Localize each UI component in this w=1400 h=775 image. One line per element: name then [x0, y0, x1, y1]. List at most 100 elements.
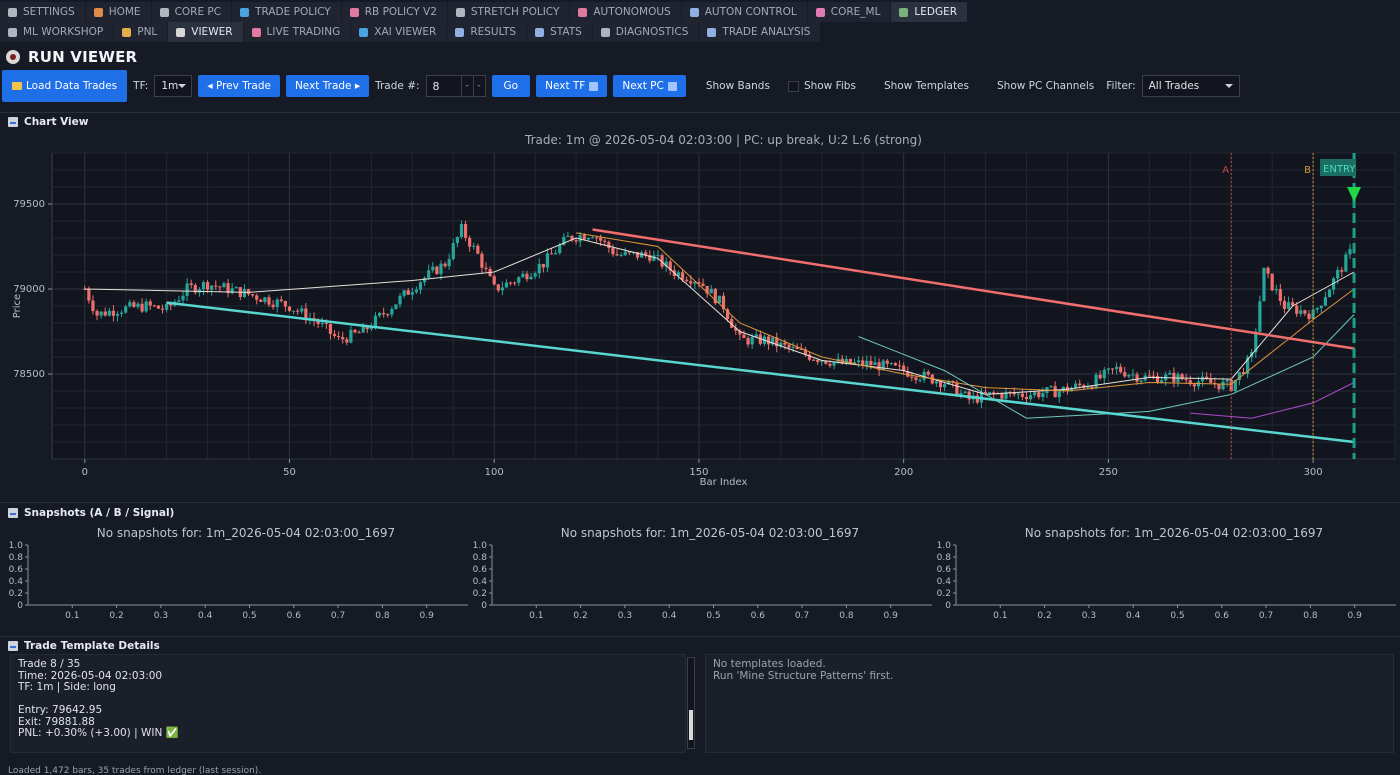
moneybag-icon: [122, 27, 132, 37]
candle: [1160, 380, 1164, 384]
tab-ml-workshop[interactable]: ML WORKSHOP: [0, 22, 115, 42]
page-header: RUN VIEWER: [6, 48, 137, 66]
tab-trade-analysis[interactable]: TRADE ANALYSIS: [699, 22, 822, 42]
show-pc-channels-label: Show PC Channels: [997, 80, 1095, 92]
tab-viewer[interactable]: VIEWER: [168, 22, 244, 42]
candle: [484, 267, 488, 269]
tab-core-pc[interactable]: CORE PC: [151, 2, 233, 22]
x-tick-label: 300: [1304, 467, 1323, 478]
tab-results[interactable]: RESULTS: [447, 22, 528, 42]
tab-label: AUTON CONTROL: [704, 6, 797, 18]
next-tf-button[interactable]: Next TF: [536, 75, 608, 97]
timeframe-select[interactable]: 1m: [154, 75, 193, 97]
tab-trade-policy[interactable]: TRADE POLICY: [232, 2, 342, 22]
candle: [717, 295, 722, 304]
trade-number-spinbox[interactable]: 8 - -: [425, 75, 486, 97]
fast-forward-icon: [589, 81, 599, 91]
candle: [435, 266, 439, 275]
candle: [627, 251, 631, 253]
tab-ledger[interactable]: LEDGER: [891, 2, 969, 22]
show-bands-toggle[interactable]: Show Bands: [700, 80, 776, 92]
tab-rb-policy-v2[interactable]: RB POLICY V2: [341, 2, 448, 22]
candle: [1098, 374, 1102, 379]
snapshot-y-tick-label: 0.4: [9, 577, 24, 587]
tab-diagnostics[interactable]: DIAGNOSTICS: [592, 22, 700, 42]
trade-details-text[interactable]: Trade 8 / 35 Time: 2026-05-04 02:03:00 T…: [10, 654, 686, 753]
candle: [558, 244, 562, 254]
next-trade-button[interactable]: Next Trade ▸: [285, 75, 370, 97]
tab-label: PNL: [137, 26, 158, 38]
candle: [349, 329, 353, 343]
checkbox-icon[interactable]: [787, 80, 799, 92]
candle: [447, 259, 451, 267]
candle: [279, 299, 283, 302]
scrollbar-thumb[interactable]: [689, 710, 693, 740]
snapshot-x-tick-label: 0.6: [1215, 611, 1230, 621]
candle: [1315, 308, 1319, 310]
show-templates-toggle[interactable]: Show Templates: [878, 80, 975, 92]
tab-label: HOME: [108, 6, 141, 18]
filter-select[interactable]: All Trades: [1141, 75, 1240, 97]
candle: [742, 334, 746, 339]
tab-pnl[interactable]: PNL: [114, 22, 169, 42]
show-templates-label: Show Templates: [883, 80, 969, 92]
candle: [689, 281, 693, 284]
trade-details-scrollbar[interactable]: [687, 657, 695, 749]
price-chart[interactable]: 0 50 100 150 200 250 300 78500 79000 79500 Trade: …: [0, 113, 1400, 495]
snapshot-x-tick-label: 0.4: [198, 611, 213, 621]
candle: [570, 235, 574, 241]
candle: [656, 255, 660, 257]
spin-down-icon[interactable]: -: [460, 76, 473, 96]
tab-settings[interactable]: SETTINGS: [0, 2, 86, 22]
snapshot-x-tick-label: 0.1: [993, 611, 1007, 621]
candle: [697, 282, 701, 284]
tab-stretch-policy[interactable]: STRETCH POLICY: [447, 2, 571, 22]
show-fibs-checkbox[interactable]: Show Fibs: [782, 80, 862, 92]
candle: [504, 282, 509, 288]
candle: [918, 379, 922, 381]
show-pc-channels-toggle[interactable]: Show PC Channels: [991, 80, 1100, 92]
load-data-trades-button[interactable]: Load Data Trades: [2, 70, 128, 102]
candle: [1086, 386, 1090, 388]
tab-home[interactable]: HOME: [85, 2, 152, 22]
flask-icon: [600, 27, 610, 37]
snapshot-y-tick-label: 0.2: [937, 589, 951, 599]
prev-trade-button[interactable]: ◂ Prev Trade: [198, 75, 280, 97]
template-details-text[interactable]: No templates loaded. Run 'Mine Structure…: [705, 654, 1394, 753]
tab-autonomous[interactable]: AUTONOMOUS: [570, 2, 682, 22]
candle: [394, 304, 398, 309]
tab-live-trading[interactable]: LIVE TRADING: [243, 22, 352, 42]
candle: [599, 237, 603, 241]
tab-xai-viewer[interactable]: XAI VIEWER: [351, 22, 448, 42]
tab-auton-control[interactable]: AUTON CONTROL: [681, 2, 808, 22]
candle: [111, 310, 116, 316]
candle: [775, 337, 779, 347]
candle: [709, 288, 713, 294]
x-tick-label: 50: [283, 467, 296, 478]
candle: [562, 236, 566, 245]
candle: [521, 273, 525, 278]
next-pc-button[interactable]: Next PC: [613, 75, 686, 97]
candle: [783, 342, 787, 345]
snapshot-y-tick-label: 0.8: [473, 553, 488, 563]
go-button[interactable]: Go: [491, 75, 531, 97]
spin-up-icon[interactable]: -: [472, 76, 485, 96]
x-tick-label: 200: [894, 467, 913, 478]
chevron-down-icon: [1224, 84, 1233, 88]
tab-stats[interactable]: STATS: [527, 22, 593, 42]
candle: [1180, 374, 1184, 380]
candle: [1209, 378, 1213, 383]
candle: [132, 302, 136, 307]
candle: [525, 273, 529, 280]
candle: [967, 391, 971, 400]
snapshot-x-tick-label: 0.3: [154, 611, 168, 621]
tab-core-ml[interactable]: CORE_ML: [807, 2, 892, 22]
candle: [885, 360, 889, 364]
candle: [1123, 372, 1127, 377]
trade-number-value[interactable]: 8: [432, 79, 440, 93]
snapshot-x-tick-label: 0.7: [1259, 611, 1273, 621]
candle: [1033, 392, 1037, 396]
candle: [1299, 310, 1303, 314]
details-title: Trade Template Details: [24, 640, 160, 652]
candle: [156, 305, 161, 309]
